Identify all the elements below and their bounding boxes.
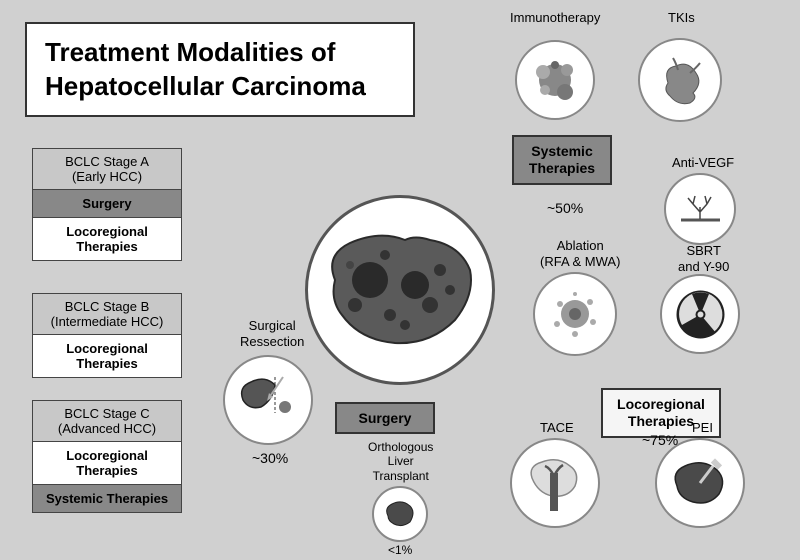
stage-c: BCLC Stage C(Advanced HCC) Locoregional … xyxy=(32,400,182,513)
surgery-tag: Surgery xyxy=(335,402,435,434)
pei-icon xyxy=(665,448,735,518)
pei-label: PEI xyxy=(692,420,713,436)
ablation-circle xyxy=(533,272,617,356)
tkis-icon xyxy=(648,48,713,113)
stage-a-row-surgery: Surgery xyxy=(32,190,182,218)
transplant-pct: <1% xyxy=(388,543,412,557)
transplant-circle xyxy=(372,486,428,542)
ablation-icon xyxy=(545,284,605,344)
liver-icon xyxy=(320,225,480,355)
title-box: Treatment Modalities of Hepatocellular C… xyxy=(25,22,415,117)
resection-pct: ~30% xyxy=(252,450,288,466)
tkis-circle xyxy=(638,38,722,122)
stage-a-row-loco: Locoregional Therapies xyxy=(32,218,182,261)
resection-circle xyxy=(223,355,313,445)
tace-circle xyxy=(510,438,600,528)
sbrt-circle xyxy=(660,274,740,354)
tace-icon xyxy=(520,448,590,518)
stage-a-header: BCLC Stage A(Early HCC) xyxy=(32,148,182,190)
stage-b: BCLC Stage B(Intermediate HCC) Locoregio… xyxy=(32,293,182,378)
transplant-label: OrthologousLiverTransplant xyxy=(368,440,433,483)
radiation-icon xyxy=(673,287,728,342)
stage-c-row-loco: Locoregional Therapies xyxy=(32,442,182,485)
stage-b-row-loco: Locoregional Therapies xyxy=(32,335,182,378)
pei-circle xyxy=(655,438,745,528)
stage-c-header: BCLC Stage C(Advanced HCC) xyxy=(32,400,182,442)
immunotherapy-circle xyxy=(515,40,595,120)
antivegf-icon xyxy=(673,182,728,237)
antivegf-circle xyxy=(664,173,736,245)
tkis-label: TKIs xyxy=(668,10,695,26)
resection-icon xyxy=(233,365,303,435)
immunotherapy-icon xyxy=(525,50,585,110)
systemic-pct: ~50% xyxy=(547,200,583,216)
tace-label: TACE xyxy=(540,420,574,436)
stage-b-header: BCLC Stage B(Intermediate HCC) xyxy=(32,293,182,335)
resection-label: SurgicalRessection xyxy=(240,318,304,349)
central-liver-circle xyxy=(305,195,495,385)
immunotherapy-label: Immunotherapy xyxy=(510,10,600,26)
sbrt-label: SBRTand Y-90 xyxy=(678,243,729,274)
antivegf-label: Anti-VEGF xyxy=(672,155,734,171)
page-title: Treatment Modalities of Hepatocellular C… xyxy=(45,36,395,104)
systemic-therapies-tag: Systemic Therapies xyxy=(512,135,612,185)
ablation-label: Ablation(RFA & MWA) xyxy=(540,238,620,269)
stage-c-row-systemic: Systemic Therapies xyxy=(32,485,182,513)
stage-a: BCLC Stage A(Early HCC) Surgery Locoregi… xyxy=(32,148,182,261)
transplant-icon xyxy=(380,494,420,534)
